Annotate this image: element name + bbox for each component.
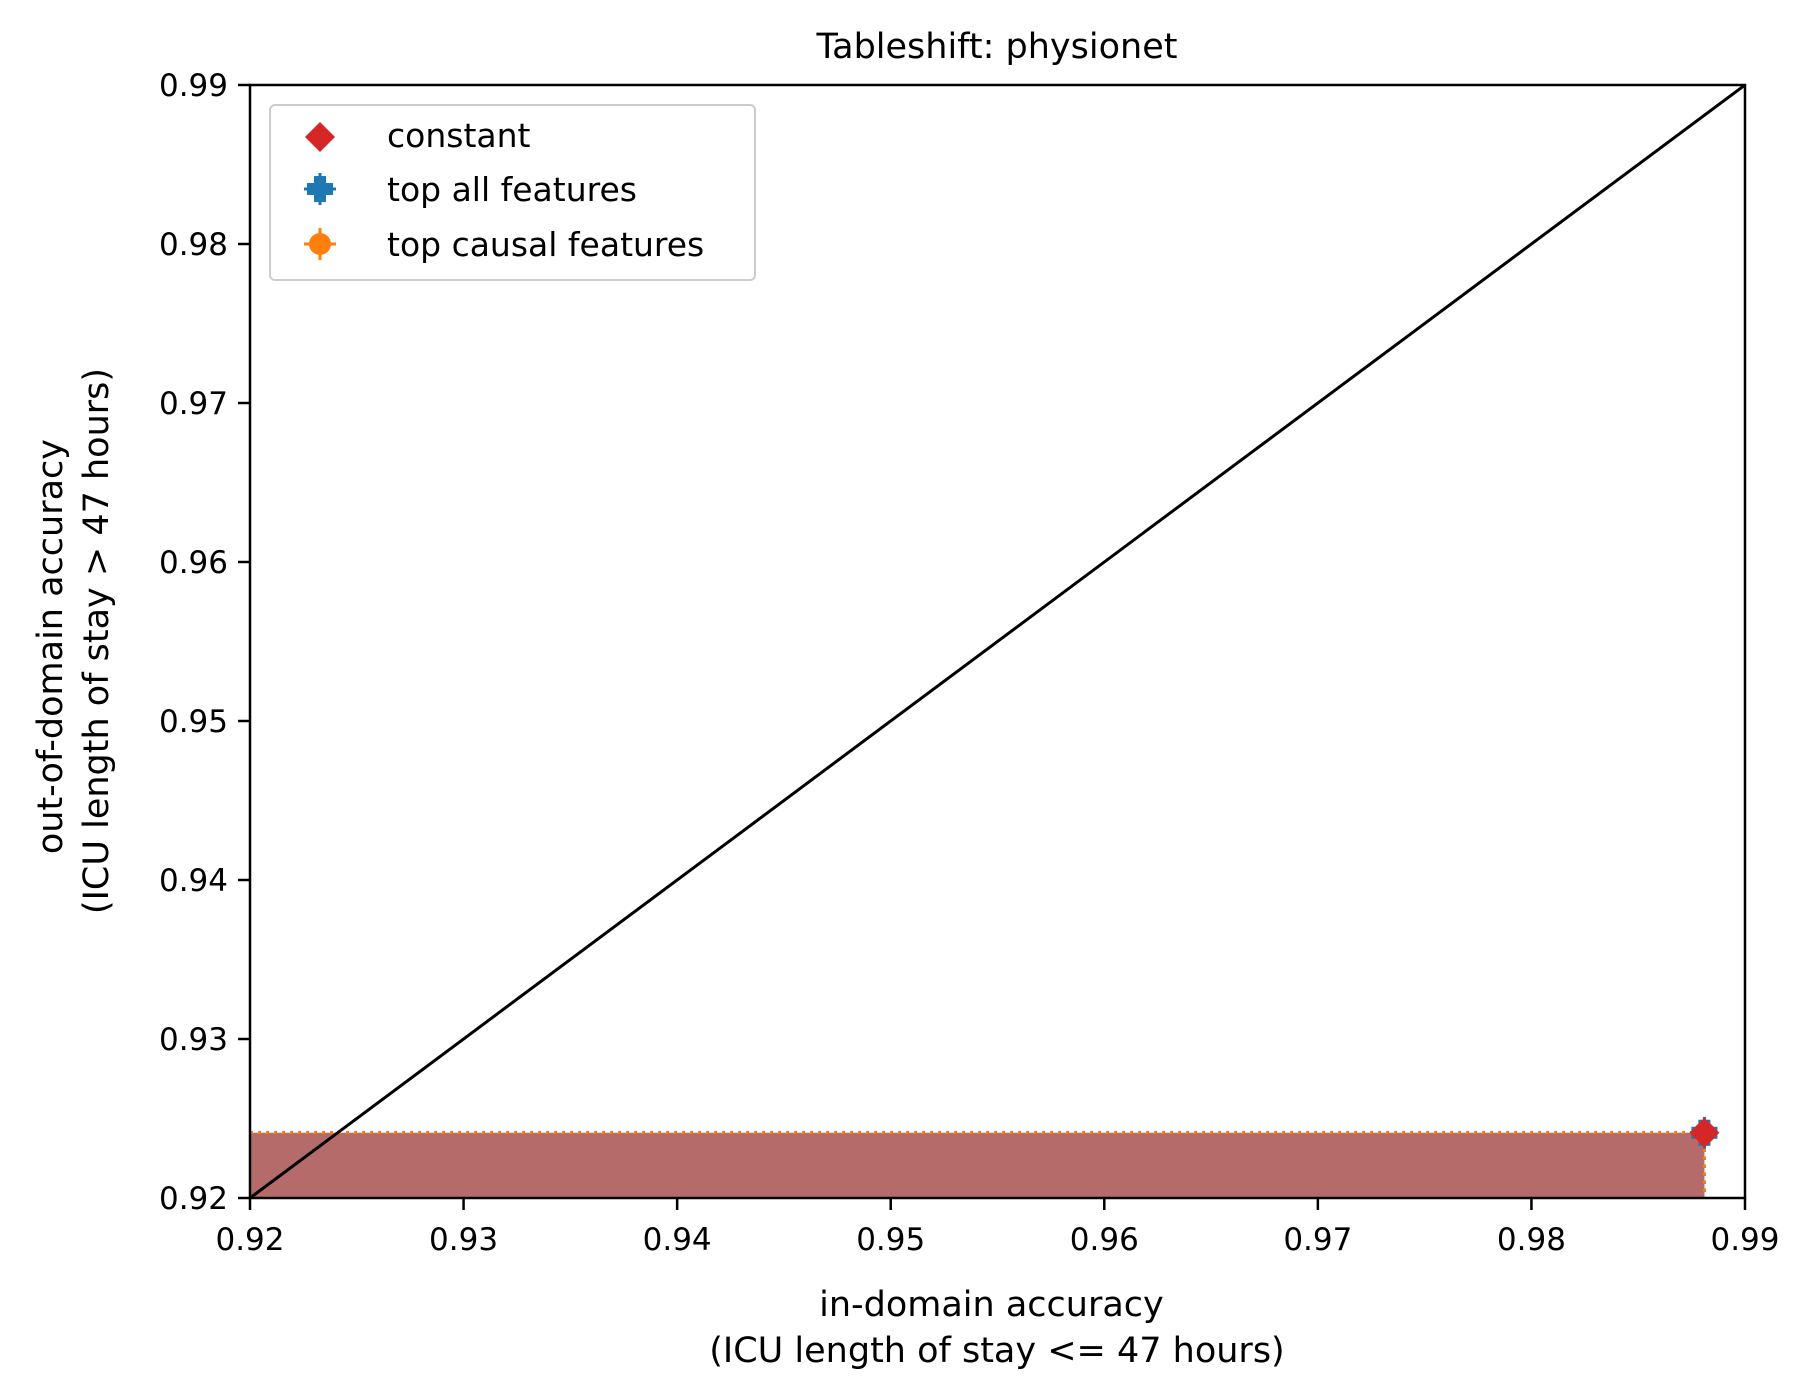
y-tick-label: 0.95 bbox=[159, 704, 228, 740]
shaded-region bbox=[250, 1132, 1705, 1198]
x-axis-label-line2: (ICU length of stay <= 47 hours) bbox=[709, 1331, 1284, 1371]
y-tick-label: 0.94 bbox=[159, 863, 228, 899]
y-tick-label: 0.93 bbox=[159, 1022, 228, 1058]
legend-entry-top-all-features: top all features bbox=[304, 170, 637, 209]
legend-circle-marker bbox=[309, 233, 331, 255]
legend-frame bbox=[269, 104, 756, 281]
data-points bbox=[1689, 1116, 1720, 1149]
legend-label-constant: constant bbox=[387, 116, 531, 155]
y-tick-label: 0.98 bbox=[159, 227, 228, 263]
x-axis-ticks: 0.92 0.93 0.94 0.95 0.96 0.97 0.98 0.99 bbox=[215, 1198, 1780, 1258]
y-tick-label: 0.92 bbox=[159, 1181, 228, 1217]
legend-entry-constant: constant bbox=[305, 116, 531, 155]
y-tick-label: 0.99 bbox=[159, 68, 228, 104]
chart-title: Tableshift: physionet bbox=[816, 27, 1178, 67]
legend: constant top all features top causal fea… bbox=[269, 104, 756, 281]
y-tick-label: 0.97 bbox=[159, 386, 228, 422]
x-tick-label: 0.93 bbox=[429, 1222, 498, 1258]
x-tick-label: 0.96 bbox=[1070, 1222, 1139, 1258]
y-tick-label: 0.96 bbox=[159, 545, 228, 581]
legend-label-top-all-features: top all features bbox=[387, 170, 637, 209]
point-marker-diamond bbox=[1689, 1117, 1720, 1148]
plot-frame bbox=[248, 83, 1747, 1200]
x-tick-label: 0.95 bbox=[856, 1222, 925, 1258]
x-axis-label: in-domain accuracy (ICU length of stay <… bbox=[709, 1285, 1284, 1371]
x-tick-label: 0.99 bbox=[1710, 1222, 1779, 1258]
legend-plus-marker bbox=[307, 176, 333, 202]
legend-label-top-causal-features: top causal features bbox=[387, 225, 704, 264]
y-axis-label-line2: (ICU length of stay > 47 hours) bbox=[77, 368, 117, 914]
diagonal-line bbox=[250, 85, 1745, 1198]
x-axis-label-line1: in-domain accuracy bbox=[819, 1285, 1164, 1325]
x-tick-label: 0.94 bbox=[643, 1222, 712, 1258]
y-axis-ticks: 0.92 0.93 0.94 0.95 0.96 0.97 0.98 0.99 bbox=[159, 68, 250, 1217]
x-tick-label: 0.92 bbox=[215, 1222, 284, 1258]
legend-diamond-marker bbox=[305, 122, 335, 152]
y-axis-label-line1: out-of-domain accuracy bbox=[31, 439, 71, 854]
y-axis-label: out-of-domain accuracy (ICU length of st… bbox=[31, 368, 117, 914]
legend-entry-top-causal-features: top causal features bbox=[304, 225, 704, 264]
shaded-region bbox=[250, 1132, 1705, 1198]
x-tick-label: 0.97 bbox=[1283, 1222, 1352, 1258]
shaded-regions bbox=[250, 1132, 1705, 1198]
shaded-region bbox=[250, 1132, 1705, 1198]
x-tick-label: 0.98 bbox=[1497, 1222, 1566, 1258]
